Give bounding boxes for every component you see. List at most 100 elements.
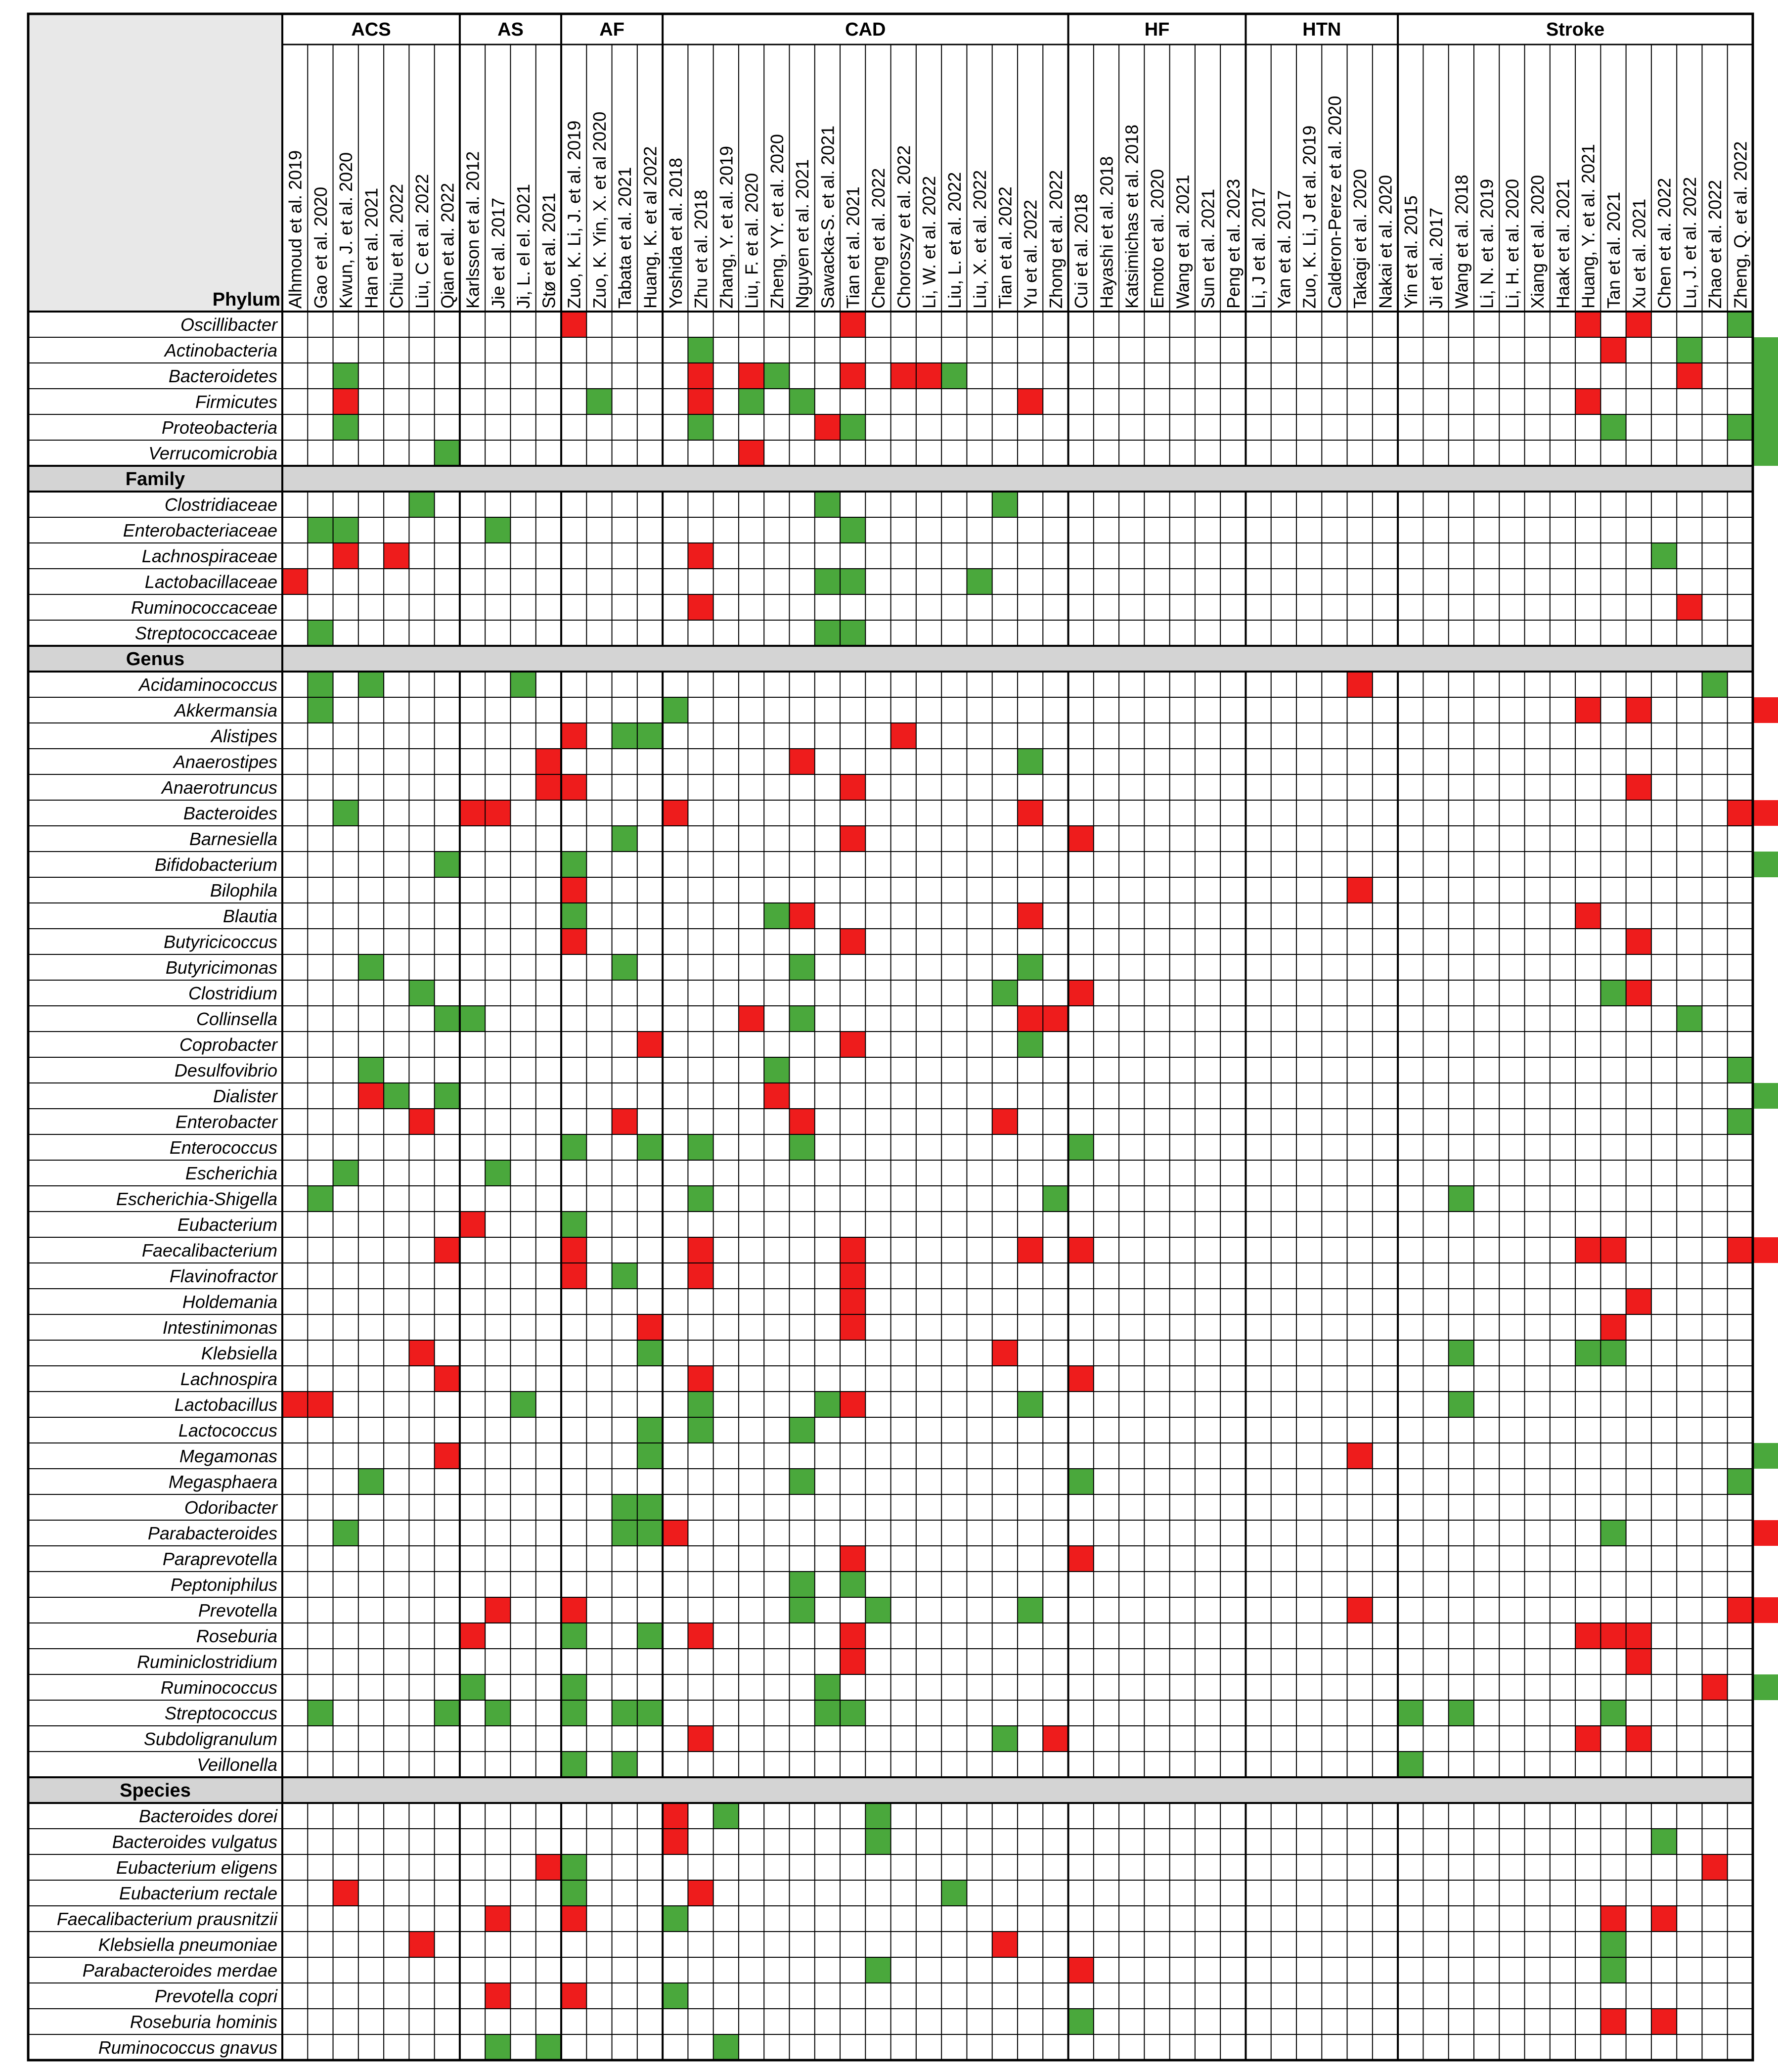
cell-decreased xyxy=(308,1700,333,1726)
group-label-acs: ACS xyxy=(351,19,391,40)
cell-increased xyxy=(840,1546,866,1572)
cell-increased xyxy=(688,1263,713,1289)
cell-increased xyxy=(764,1083,790,1109)
study-label: Takagi et al. 2020 xyxy=(1350,169,1370,309)
cell-increased xyxy=(1626,1623,1651,1649)
cell-increased xyxy=(738,363,764,389)
cell-decreased xyxy=(586,389,612,414)
taxon-label: Enterobacteriaceae xyxy=(123,520,277,541)
cell-decreased xyxy=(561,852,587,877)
cell-increased xyxy=(561,1906,587,1932)
cell-decreased xyxy=(1448,1700,1474,1726)
cell-decreased xyxy=(1727,312,1753,337)
cell-decreased xyxy=(814,1392,841,1417)
taxon-label: Proteobacteria xyxy=(162,417,277,438)
cell-decreased xyxy=(333,363,358,389)
taxon-label: Bacteroides xyxy=(183,803,277,823)
taxon-label: Ruminiclostridium xyxy=(137,1652,277,1672)
cell-increased xyxy=(637,1314,663,1340)
cell-decreased xyxy=(663,1983,688,2009)
taxon-label: Lactobacillaceae xyxy=(145,572,277,592)
cell-decreased xyxy=(459,1674,486,1700)
cell-increased xyxy=(485,1906,511,1932)
cell-increased xyxy=(1600,2009,1626,2034)
study-label: Ji et al. 2017 xyxy=(1426,208,1446,309)
cell-increased xyxy=(409,1340,435,1366)
cell-decreased xyxy=(637,1700,663,1726)
cell-increased xyxy=(890,363,916,389)
study-label: Tan et al. 2021 xyxy=(1603,192,1624,309)
cell-decreased xyxy=(485,1160,511,1186)
cell-increased xyxy=(1600,1623,1626,1649)
cell-increased xyxy=(840,1314,866,1340)
study-label: Li, W. et al. 2022 xyxy=(919,176,939,309)
study-label: Tian et al. 2021 xyxy=(843,186,863,309)
study-label: Zuo, K. Li, J. et al. 2019 xyxy=(564,121,584,309)
cell-increased xyxy=(840,1289,866,1314)
cell-increased xyxy=(688,363,713,389)
section-header xyxy=(28,646,1753,672)
cell-decreased xyxy=(840,620,866,646)
cell-increased xyxy=(535,749,562,774)
cell-decreased xyxy=(561,1134,587,1160)
corner-cell xyxy=(28,14,282,312)
taxon-label: Lactococcus xyxy=(178,1420,277,1441)
cell-decreased xyxy=(992,492,1018,517)
taxon-label: Veillonella xyxy=(197,1755,277,1775)
study-label: Zhang, Y. et al. 2019 xyxy=(716,146,736,309)
cell-decreased xyxy=(1448,1340,1474,1366)
cell-decreased xyxy=(612,1494,637,1520)
cell-decreased xyxy=(308,1186,333,1212)
cell-decreased xyxy=(561,1752,587,1777)
study-label: Li, J et al. 2017 xyxy=(1248,188,1269,309)
taxon-label: Flavinofractor xyxy=(170,1266,278,1286)
cell-decreased xyxy=(434,1006,460,1032)
cell-decreased xyxy=(333,414,358,440)
cell-decreased xyxy=(1727,1469,1753,1494)
taxon-label: Bifidobacterium xyxy=(155,855,277,875)
cell-decreased xyxy=(688,1417,713,1443)
taxon-label: Streptococcus xyxy=(165,1703,277,1723)
cell-increased xyxy=(1068,826,1094,852)
cell-increased xyxy=(1727,1237,1753,1263)
study-label: Li, H. et al. 2020 xyxy=(1502,179,1522,309)
cell-decreased xyxy=(612,1520,637,1546)
taxon-label: Ruminococcus xyxy=(161,1677,277,1698)
study-label: Liu, X. et al. 2022 xyxy=(970,170,990,309)
cell-decreased xyxy=(333,1160,358,1186)
cell-decreased xyxy=(992,980,1018,1006)
cell-increased xyxy=(840,363,866,389)
group-label-stroke: Stroke xyxy=(1546,19,1604,40)
cell-decreased xyxy=(1727,1109,1753,1134)
cell-decreased xyxy=(612,723,637,749)
taxon-label: Klebsiella xyxy=(201,1343,277,1363)
cell-decreased xyxy=(713,2034,739,2060)
cell-decreased xyxy=(637,1134,663,1160)
cell-increased xyxy=(840,774,866,800)
cell-decreased xyxy=(1600,1340,1626,1366)
cell-increased xyxy=(688,389,713,414)
taxon-label: Oscillibacter xyxy=(180,315,278,335)
taxon-label: Eubacterium xyxy=(178,1215,277,1235)
study-label: Xu et al. 2021 xyxy=(1629,199,1649,309)
cell-increased xyxy=(1651,2009,1677,2034)
taxon-label: Eubacterium eligens xyxy=(116,1857,277,1878)
study-label: Liu, L. et al. 2022 xyxy=(944,172,965,309)
cell-decreased xyxy=(485,517,511,543)
study-label: Chiu et al. 2022 xyxy=(387,184,407,309)
study-label: Choroszy et al. 2022 xyxy=(893,145,914,309)
cell-increased xyxy=(485,800,511,826)
table-border xyxy=(27,12,1754,2062)
cell-decreased xyxy=(1068,1469,1094,1494)
corner-label: Phylum xyxy=(213,289,280,310)
cell-decreased xyxy=(865,1803,891,1829)
cell-increased xyxy=(1677,594,1702,620)
cell-increased xyxy=(1068,1366,1094,1392)
cell-increased xyxy=(358,1083,384,1109)
taxon-label: Enterococcus xyxy=(170,1137,277,1158)
cell-increased xyxy=(840,1237,866,1263)
cell-decreased xyxy=(713,1803,739,1829)
study-label: Yoshida et al. 2018 xyxy=(666,158,686,309)
cell-increased xyxy=(1043,1006,1068,1032)
study-label: Zhu et al. 2018 xyxy=(691,190,711,309)
